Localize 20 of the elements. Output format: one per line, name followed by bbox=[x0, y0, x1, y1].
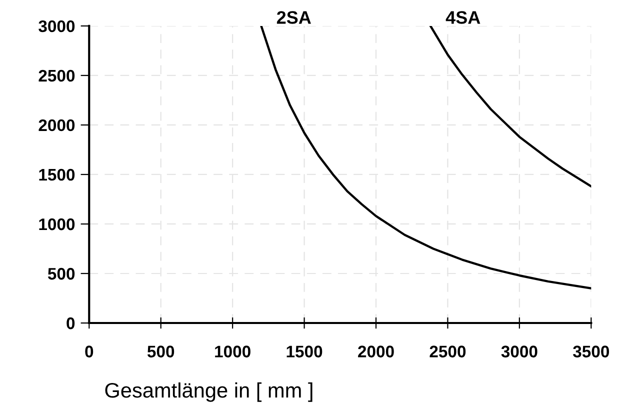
line-series bbox=[260, 26, 592, 290]
x-tick-label: 1000 bbox=[215, 346, 250, 358]
series-label: 2SA bbox=[276, 11, 311, 24]
y-tick-label: 1000 bbox=[39, 218, 75, 230]
y-tick-label: 500 bbox=[48, 268, 75, 280]
x-tick-label: 500 bbox=[147, 346, 174, 358]
y-tick-label: 0 bbox=[66, 317, 75, 330]
line-series bbox=[429, 26, 592, 188]
x-axis-title: Gesamtlänge in [ mm ] bbox=[105, 382, 312, 402]
y-tick-label: 2500 bbox=[38, 70, 75, 82]
x-tick-label: 2000 bbox=[358, 346, 394, 358]
series-label: 4SA bbox=[446, 11, 480, 24]
y-tick-label: 3000 bbox=[38, 20, 75, 32]
x-tick-label: 3000 bbox=[501, 346, 538, 358]
x-tick-label: 2500 bbox=[430, 346, 466, 358]
x-tick-label: 1500 bbox=[286, 346, 322, 358]
y-tick-label: 1500 bbox=[39, 168, 75, 181]
y-tick-label: 2000 bbox=[38, 119, 75, 132]
x-tick-label: 0 bbox=[85, 346, 94, 358]
x-tick-label: 3500 bbox=[572, 346, 609, 358]
